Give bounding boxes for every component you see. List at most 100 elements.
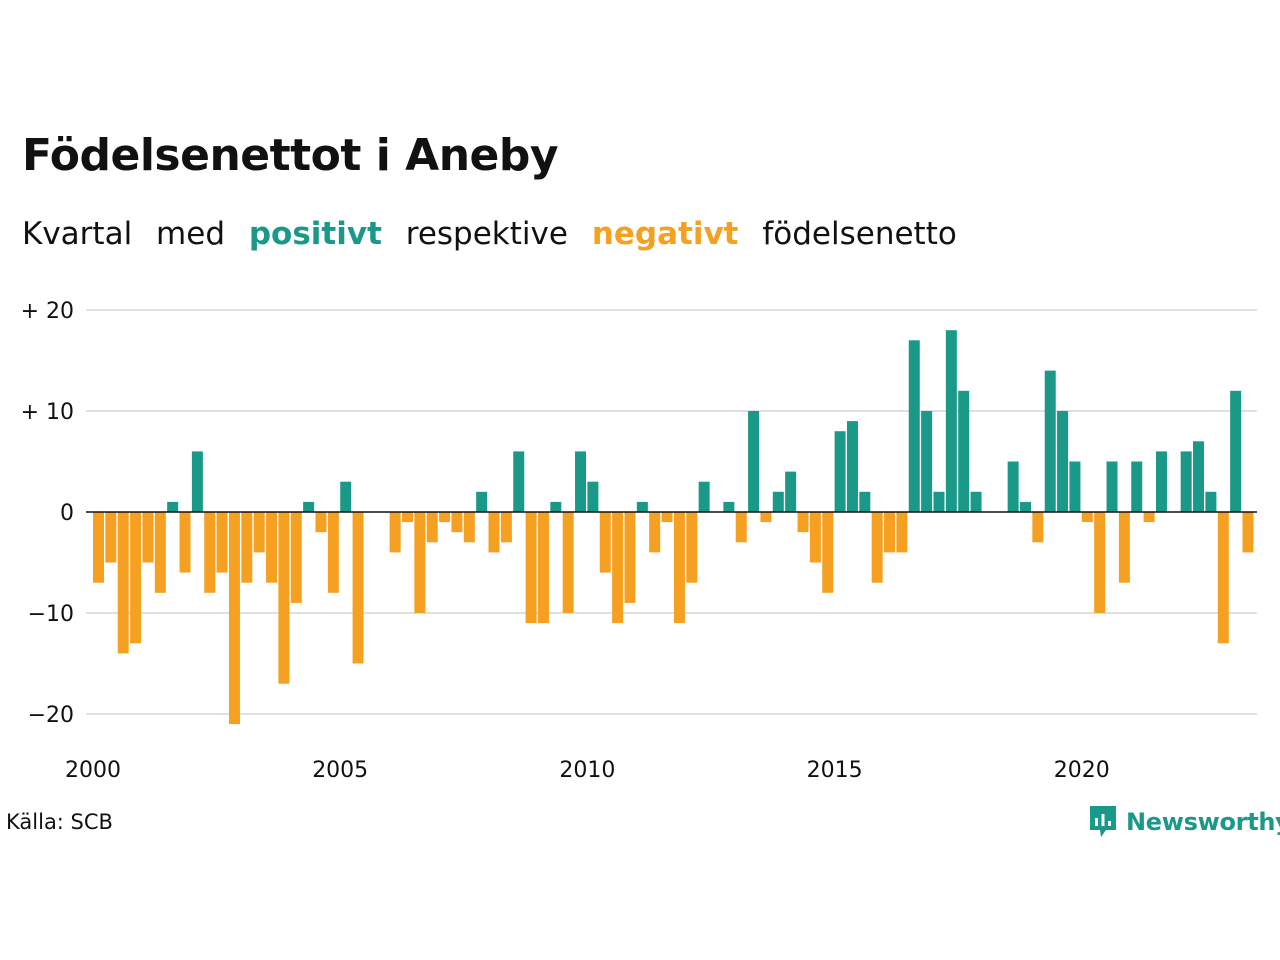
bar-2011-k1: [636, 501, 648, 512]
bar-2017-k2: [945, 330, 957, 512]
subtitle-word-med: med: [156, 216, 225, 252]
bar-2007-k2: [451, 512, 463, 533]
bar-2014-k4: [822, 512, 834, 593]
bar-2010-k3: [612, 512, 624, 624]
bar-2007-k3: [463, 512, 475, 543]
bar-2002-k1: [191, 451, 203, 512]
chart-subtitle: Kvartal med positivt respektive negativt…: [22, 216, 971, 253]
x-tick-label: 2020: [1054, 758, 1110, 783]
bar-2009-k2: [550, 501, 562, 512]
bar-2022-k3: [1205, 491, 1217, 512]
bar-2014-k3: [809, 512, 821, 563]
bar-2000-k3: [117, 512, 129, 654]
y-tick-label: + 20: [21, 299, 74, 324]
bar-2013-k3: [760, 512, 772, 523]
bar-2021-k2: [1143, 512, 1155, 523]
bar-2021-k1: [1131, 461, 1143, 512]
bar-2023-k2: [1242, 512, 1254, 553]
bar-2003-k1: [241, 512, 253, 583]
x-tick-label: 2005: [312, 758, 368, 783]
bar-2004-k4: [327, 512, 339, 593]
bar-2000-k2: [105, 512, 117, 563]
bar-2008-k2: [500, 512, 512, 543]
bar-2019-k3: [1057, 411, 1069, 512]
bar-2002-k2: [204, 512, 216, 593]
bar-2019-k1: [1032, 512, 1044, 543]
bar-2022-k1: [1180, 451, 1192, 512]
bar-2018-k3: [1007, 461, 1019, 512]
bar-2004-k2: [303, 501, 315, 512]
bar-2015-k2: [846, 421, 858, 512]
bar-2003-k3: [266, 512, 278, 583]
bar-2006-k2: [402, 512, 413, 523]
bar-2011-k2: [649, 512, 661, 553]
bar-2001-k3: [167, 501, 179, 512]
bar-2010-k2: [599, 512, 611, 573]
x-tick-label: 2000: [65, 758, 121, 783]
bar-2020-k1: [1081, 512, 1093, 523]
bar-2008-k1: [488, 512, 500, 553]
y-tick-label: −10: [28, 602, 74, 627]
bar-2005-k2: [352, 512, 364, 664]
bar-2015-k4: [871, 512, 883, 583]
bar-2012-k2: [698, 481, 710, 512]
newsworthy-logo: Newsworthy: [1088, 804, 1280, 840]
bar-2013-k4: [772, 491, 784, 512]
bar-2016-k1: [884, 512, 896, 553]
bar-2015-k3: [859, 491, 871, 512]
bar-2019-k4: [1069, 461, 1081, 512]
bar-2013-k1: [735, 512, 747, 543]
bar-2012-k4: [723, 501, 735, 512]
bar-2004-k3: [315, 512, 327, 533]
bar-2009-k4: [575, 451, 587, 512]
subtitle-word-respektive: respektive: [405, 216, 568, 252]
bar-2013-k2: [748, 411, 760, 512]
bar-2010-k4: [624, 512, 636, 603]
bar-2017-k4: [970, 491, 982, 512]
y-axis-labels: + 20 + 10 0 −10 −20: [21, 299, 74, 728]
bar-2019-k2: [1044, 370, 1056, 512]
bar-2000-k1: [93, 512, 104, 583]
bar-2016-k4: [921, 411, 933, 512]
bars: [93, 330, 1254, 725]
x-axis-labels: 2000 2005 2010 2015 2020: [65, 758, 1110, 783]
x-tick-label: 2010: [559, 758, 615, 783]
bar-2023-k1: [1230, 390, 1242, 512]
y-tick-label: 0: [60, 501, 74, 526]
bar-2016-k2: [896, 512, 908, 553]
bar-2006-k4: [426, 512, 438, 543]
subtitle-word-fodelsenetto: födelsenetto: [762, 216, 957, 252]
bar-2003-k2: [253, 512, 265, 553]
bar-2018-k4: [1020, 501, 1031, 512]
bar-2009-k1: [537, 512, 549, 624]
newsworthy-logo-text: Newsworthy: [1126, 808, 1280, 836]
bar-2016-k3: [908, 340, 920, 512]
bar-2020-k4: [1118, 512, 1130, 583]
y-tick-label: + 10: [21, 400, 74, 425]
bar-chart: + 20 + 10 0 −10 −20 2000 2005 2010 2015 2020: [21, 299, 1257, 783]
bar-2011-k4: [673, 512, 685, 624]
subtitle-word-kvartal: Kvartal: [22, 216, 133, 252]
bar-2007-k1: [439, 512, 451, 523]
bar-2017-k3: [958, 390, 970, 512]
bar-2002-k4: [228, 512, 240, 725]
bar-2006-k3: [414, 512, 426, 613]
bar-2006-k1: [389, 512, 401, 553]
bar-2000-k4: [130, 512, 142, 644]
bar-2003-k4: [278, 512, 290, 684]
bar-2022-k2: [1193, 441, 1205, 512]
bar-2014-k2: [797, 512, 809, 533]
bar-2001-k1: [142, 512, 154, 563]
bar-2011-k3: [661, 512, 673, 523]
bar-2015-k1: [834, 431, 846, 512]
subtitle-positive-legend: positivt: [248, 216, 382, 252]
bar-2008-k3: [513, 451, 525, 512]
bar-2008-k4: [525, 512, 537, 624]
source-note: Källa: SCB: [6, 810, 113, 834]
bar-2005-k1: [340, 481, 352, 512]
bar-2001-k4: [179, 512, 191, 573]
bar-2021-k3: [1155, 451, 1167, 512]
bar-2001-k2: [154, 512, 166, 593]
bar-2017-k1: [933, 491, 945, 512]
newsworthy-logo-icon: [1090, 806, 1116, 837]
